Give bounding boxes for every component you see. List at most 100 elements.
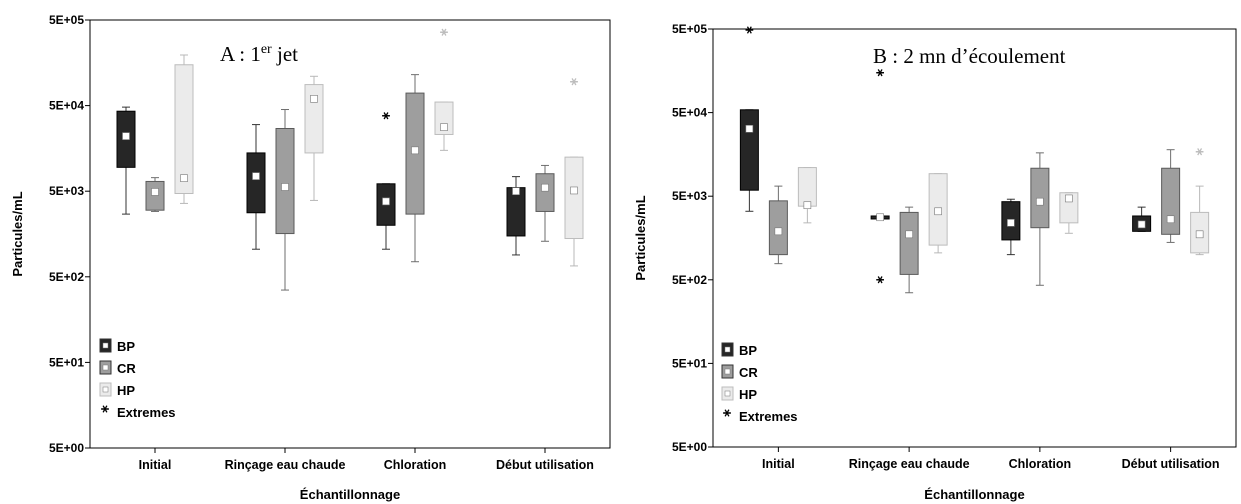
box-iqr <box>304 84 324 154</box>
legend-label-hp: HP <box>117 383 135 398</box>
panel-title-suffix: jet <box>272 42 298 66</box>
box-hp <box>797 167 817 224</box>
panel-b: 5E+00 5E+01 5E+02 5E+03 5E+04 5E+05 Initial Rin… <box>633 22 1237 502</box>
legend-label-extremes: Extremes <box>117 405 176 420</box>
box-cr <box>275 109 295 291</box>
median-marker <box>180 174 188 182</box>
box-bp <box>506 176 526 256</box>
extreme-point <box>876 276 884 284</box>
legend-median-marker <box>102 386 109 393</box>
legend-label-bp: BP <box>117 339 135 354</box>
x-axis-label: Échantillonnage <box>300 487 400 502</box>
y-tick-label: 5E+00 <box>49 441 84 455</box>
y-axis-label: Particules/mL <box>633 195 648 280</box>
x-tick-label: Initial <box>762 457 795 471</box>
box-iqr <box>535 173 555 212</box>
x-tick-label: Rinçage eau chaude <box>225 458 346 472</box>
y-tick-label: 5E+01 <box>49 355 84 369</box>
median-marker <box>122 132 130 140</box>
box-cr <box>535 164 555 242</box>
y-tick-label: 5E+03 <box>672 189 707 203</box>
x-tick-label: Début utilisation <box>1122 457 1220 471</box>
legend-label-bp: BP <box>739 343 757 358</box>
box-bp <box>246 124 266 250</box>
box-iqr <box>899 211 919 275</box>
box-iqr <box>739 109 759 191</box>
box-bp <box>1001 198 1021 256</box>
y-tick-label: 5E+00 <box>672 440 707 454</box>
legend-median-marker <box>724 390 731 397</box>
box-cr <box>1161 149 1181 243</box>
box-bp <box>376 183 396 250</box>
legend-label-hp: HP <box>739 387 757 402</box>
median-marker <box>440 123 448 131</box>
y-tick-label: 5E+02 <box>49 270 84 284</box>
extreme-point <box>1195 148 1204 156</box>
box-bp <box>870 213 890 222</box>
median-marker <box>1065 194 1073 203</box>
y-tick-label: 5E+04 <box>672 106 707 120</box>
median-marker <box>745 125 754 133</box>
extreme-point <box>440 28 448 36</box>
box-iqr <box>434 101 454 135</box>
median-marker <box>1137 220 1146 229</box>
box-hp <box>174 54 194 204</box>
y-tick-label: 5E+02 <box>672 273 707 287</box>
median-marker <box>803 201 812 210</box>
y-tick-label: 5E+05 <box>672 22 707 36</box>
box-bp <box>739 109 759 212</box>
y-tick-label: 5E+04 <box>49 99 84 113</box>
panel-title-main: B : 2 mn d’écoulement <box>873 44 1066 68</box>
median-marker <box>411 146 419 155</box>
median-marker <box>310 95 318 103</box>
box-hp <box>1190 185 1210 256</box>
box-iqr <box>174 64 194 195</box>
x-tick-label: Chloration <box>1009 457 1072 471</box>
legend-median-marker <box>102 364 109 371</box>
x-tick-label: Initial <box>139 458 172 472</box>
extreme-point <box>382 112 390 120</box>
box-iqr <box>797 167 817 207</box>
x-tick-label: Début utilisation <box>496 458 594 472</box>
legend: BP CR HP Extremes <box>721 342 798 424</box>
box-hp <box>928 173 948 254</box>
legend-label-extremes: Extremes <box>739 409 798 424</box>
median-marker <box>151 188 159 196</box>
legend-extreme-icon <box>723 409 731 417</box>
median-marker <box>570 186 578 195</box>
box-hp <box>434 101 454 151</box>
median-marker <box>1166 215 1175 224</box>
median-marker <box>382 197 390 206</box>
box-cr <box>405 74 425 263</box>
legend-label-cr: CR <box>117 361 136 376</box>
y-tick-label: 5E+01 <box>672 356 707 370</box>
plot-frame <box>89 19 611 449</box>
legend: BP CR HP Extremes <box>99 338 176 420</box>
box-iqr <box>1059 192 1079 224</box>
box-hp <box>564 156 584 267</box>
legend-label-cr: CR <box>739 365 758 380</box>
median-marker <box>512 187 520 195</box>
median-marker <box>252 172 260 180</box>
median-marker <box>774 227 783 236</box>
extreme-point <box>745 26 754 34</box>
legend-median-marker <box>102 342 109 349</box>
extreme-point <box>876 69 884 77</box>
extreme-point <box>570 78 578 86</box>
box-bp <box>1132 206 1152 232</box>
box-cr <box>899 206 919 294</box>
median-marker <box>876 213 884 222</box>
panel-title-main: A : 1 <box>220 42 261 66</box>
median-marker <box>1195 230 1204 239</box>
box-hp <box>304 75 324 201</box>
x-tick-label: Chloration <box>384 458 447 472</box>
legend-extreme-icon <box>101 405 109 413</box>
legend-median-marker <box>724 346 731 353</box>
x-axis-label: Échantillonnage <box>924 487 1024 502</box>
box-cr <box>1030 152 1050 286</box>
box-iqr <box>145 180 165 211</box>
median-marker <box>1036 197 1044 206</box>
box-hp <box>1059 192 1079 234</box>
box-iqr <box>564 156 584 240</box>
